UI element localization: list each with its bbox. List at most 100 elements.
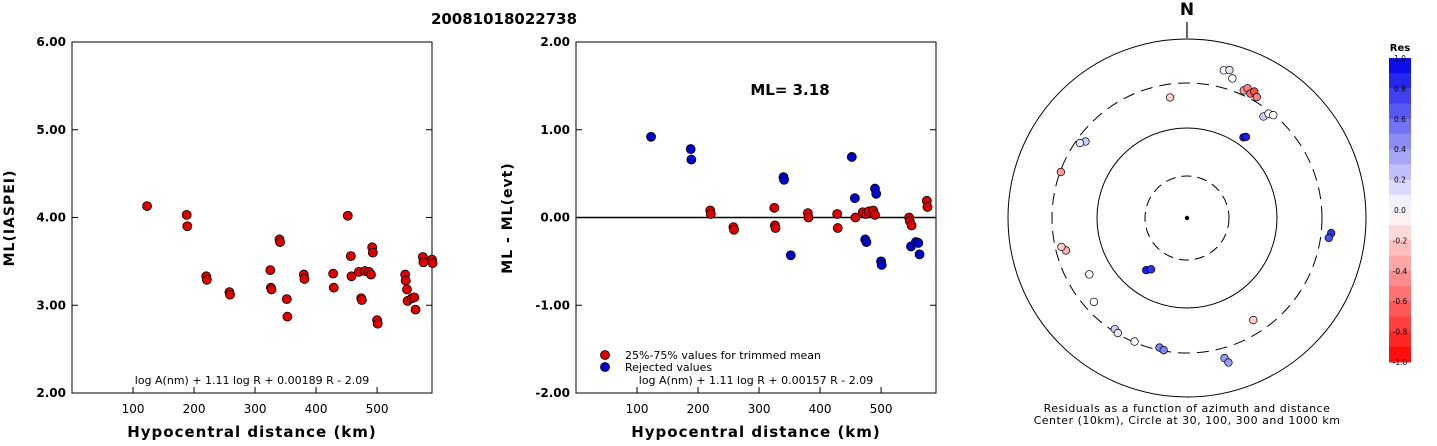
colorbar-block [1389,179,1411,196]
colorbar-label: 0.6 [1394,115,1406,124]
azimuth-point [1075,138,1085,148]
azimuth-point [1249,315,1258,325]
colorbar-block [1389,346,1411,363]
ml-y-tick-label: 5.00 [36,123,66,137]
residual-point [770,223,781,233]
residual-point [846,152,857,162]
colorbar-label: 0.2 [1394,176,1406,185]
residual-point [832,223,843,233]
azimuth-point [1057,242,1066,252]
ml-point [418,257,429,268]
ml-point [282,311,293,322]
residual-x-tick-label: 400 [809,402,832,416]
azimuth-point [1324,233,1333,243]
colorbar-block [1389,286,1411,302]
colorbar-block [1389,103,1411,120]
residual-point [705,209,716,219]
ml-point [142,201,152,211]
residual-point [685,144,696,154]
residual-x-axis-label: Hypocentral distance (km) [631,423,881,441]
colorbar-label: 0.8 [1394,84,1406,93]
colorbar-label: -0.2 [1393,236,1408,245]
polar-caption-line2: Center (10km), Circle at 30, 100, 300 an… [1034,414,1341,427]
residual-y-tick-label: 1.00 [540,123,570,137]
residual-point [861,237,872,247]
colorbar-block [1389,301,1411,317]
colorbar-label: -0.4 [1393,267,1408,276]
colorbar-block [1389,88,1411,105]
ml-point [409,292,420,303]
residual-point [850,212,861,223]
residual-x-tick-label: 200 [687,402,710,416]
residual-point [871,188,882,199]
ml-point [328,268,339,279]
ml-point [201,274,212,285]
colorbar-label: 0.4 [1394,145,1406,154]
azimuth-point [1241,132,1251,142]
ml-y-tick-label: 4.00 [36,211,66,225]
residual-point [832,209,843,219]
ml-point [275,237,285,247]
ml-point [346,271,357,282]
azimuth-point [1159,346,1168,355]
colorbar-block [1389,134,1411,150]
colorbar-label: -0.6 [1393,297,1408,306]
residual-point [646,131,656,142]
residual-x-tick-label: 300 [748,402,771,416]
ml-formula: log A(nm) + 1.11 log R + 0.00189 R - 2.0… [135,374,369,387]
legend-label-trimmed: 25%-75% values for trimmed mean [625,349,821,362]
ml-y-tick-label: 2.00 [36,386,66,400]
colorbar-blocks [1389,58,1411,363]
colorbar-label: 1.0 [1394,54,1406,63]
residual-point [906,220,917,231]
residual-point [779,174,789,185]
residual-point [914,249,925,260]
residual-point [870,209,880,220]
azimuth-point [1165,93,1175,102]
colorbar-block [1389,316,1411,333]
ml-point [281,294,292,305]
residual-point [729,224,739,235]
ml-x-tick-label: 500 [366,402,389,416]
north-label: N [1180,0,1194,20]
azimuth-point [1252,92,1261,102]
azimuth-point [1130,337,1139,346]
ml-x-tick-label: 100 [122,402,145,416]
residual-x-tick-label: 500 [870,402,893,416]
legend-label-rejected: Rejected values [625,361,712,374]
ml-plot-frame [71,41,433,394]
ml-x-tick-label: 200 [183,402,206,416]
colorbar-block [1389,73,1411,89]
residual-x-tick-label: 100 [626,402,649,416]
ml-point [266,284,277,295]
ml-point [366,269,376,280]
ring-100km [1096,127,1278,309]
ml-scatter-panel: 100 200 300 400 500 2.00 3.00 4.00 5.00 6.00 log … [2,35,438,441]
azimuth-point [1146,265,1156,274]
colorbar-block [1389,194,1411,211]
residual-points [646,131,933,270]
colorbar-block [1389,58,1411,74]
ml-point [427,258,438,269]
colorbar-title: Res [1390,43,1410,54]
colorbar-block [1389,210,1411,226]
azimuth-point [1225,65,1234,75]
colorbar-block [1389,255,1411,272]
ml-point [342,210,353,221]
ml-point [356,295,367,305]
ml-y-tick-label: 6.00 [36,35,66,49]
colorbar-block [1389,164,1411,181]
residual-point [876,259,887,270]
residual-point [922,202,933,212]
azimuth-point [1224,358,1233,367]
ml-point [402,284,412,295]
residual-point [785,250,796,261]
residual-y-tick-label: -1.00 [535,298,570,312]
residual-axis-ticks: 100 200 300 400 500 -2.00 -1.00 0.00 1.00 2.00 [535,35,936,416]
azimuth-point [1269,111,1278,120]
residual-point [913,238,924,248]
ml-axis-ticks: 100 200 300 400 500 2.00 3.00 4.00 5.00 6.00 [36,35,432,416]
azimuth-point [1056,167,1065,177]
